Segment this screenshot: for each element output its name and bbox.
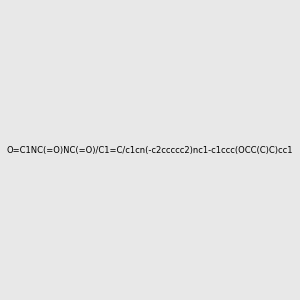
Text: O=C1NC(=O)NC(=O)/C1=C/c1cn(-c2ccccc2)nc1-c1ccc(OCC(C)C)cc1: O=C1NC(=O)NC(=O)/C1=C/c1cn(-c2ccccc2)nc1… xyxy=(7,146,293,154)
